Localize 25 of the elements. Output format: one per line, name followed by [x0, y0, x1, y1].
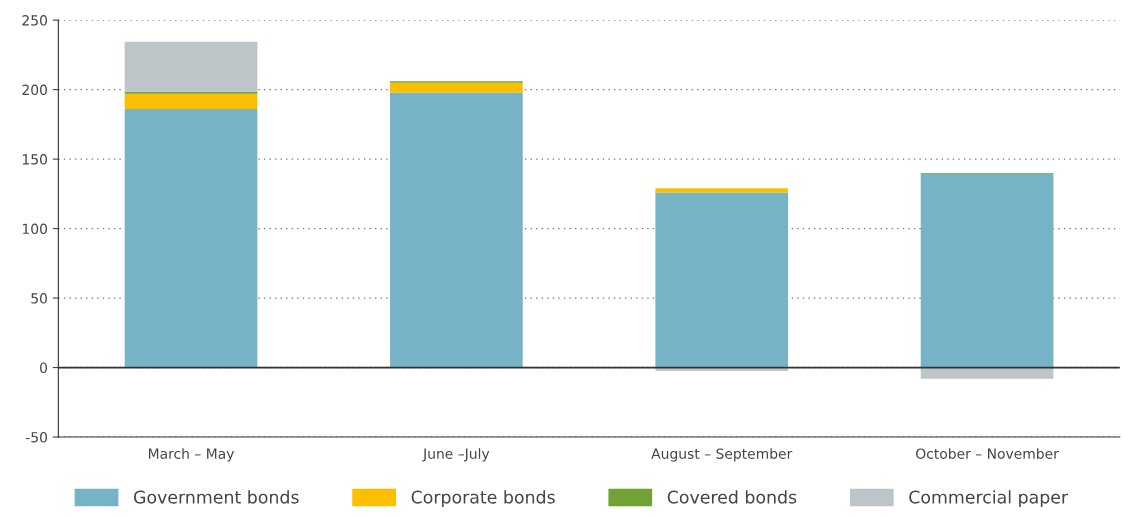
- y-tick-label: 0: [40, 362, 48, 374]
- bar: [920, 173, 1054, 368]
- y-tick-label: 250: [22, 15, 47, 26]
- legend-label: Corporate bonds: [411, 490, 555, 507]
- bar: [655, 192, 789, 368]
- y-tick-label: 100: [22, 223, 47, 235]
- bar: [655, 188, 789, 193]
- x-tick-label: March – May: [148, 448, 235, 462]
- bar: [390, 82, 523, 93]
- y-tick-label: -50: [25, 432, 48, 443]
- y-tick-label: 200: [22, 84, 47, 96]
- legend-label: Government bonds: [133, 490, 299, 504]
- x-tick-label: October – November: [916, 448, 1059, 459]
- x-tick-label: June –July: [422, 448, 490, 462]
- legend-label: Commercial paper: [909, 490, 1069, 507]
- bar: [124, 91, 258, 94]
- bar: [920, 367, 1054, 379]
- bar: [390, 92, 523, 368]
- y-tick-label: 50: [31, 293, 47, 304]
- y-tick-label: 150: [22, 154, 47, 165]
- bar: [124, 41, 258, 92]
- legend-label: Covered bonds: [667, 490, 797, 504]
- bar: [124, 93, 258, 110]
- bar: [124, 109, 258, 368]
- x-tick-label: August – September: [651, 448, 793, 462]
